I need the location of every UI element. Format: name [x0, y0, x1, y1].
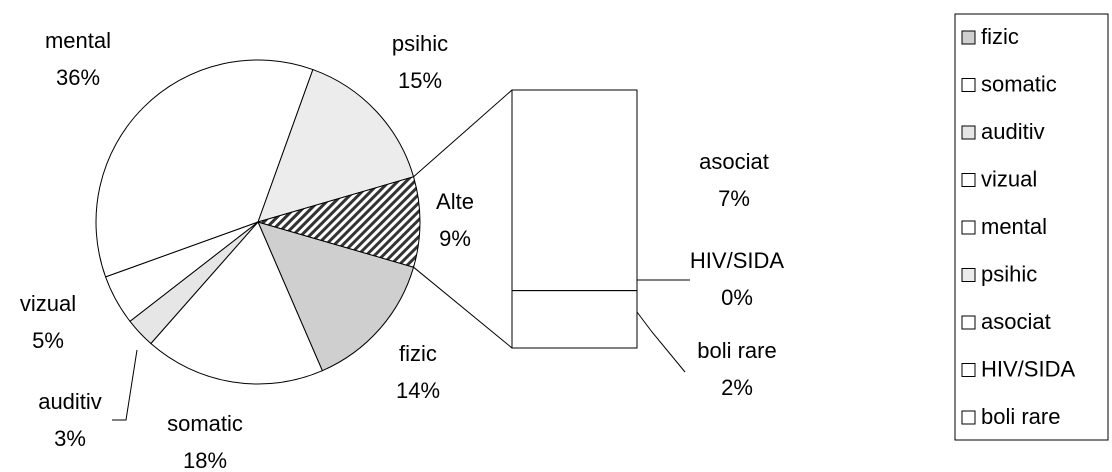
data-label-name: fizic	[399, 341, 437, 366]
data-label: 14%	[396, 378, 440, 403]
data-label: 3%	[54, 426, 86, 451]
pie-slice	[257, 221, 415, 372]
data-label-name: vizual	[20, 291, 76, 316]
data-label-name: HIV/SIDA	[690, 248, 784, 273]
legend-label: HIV/SIDA	[981, 356, 1075, 381]
data-label-name: auditiv	[38, 389, 102, 414]
other-slice	[256, 176, 421, 268]
legend-label: mental	[981, 214, 1047, 239]
legend-swatch	[961, 78, 976, 92]
legend-swatch	[961, 220, 976, 235]
data-label: 36%	[56, 65, 100, 90]
data-label: 7%	[718, 186, 750, 211]
data-label: 18%	[183, 448, 227, 472]
legend-swatch	[961, 363, 976, 377]
data-label: 0%	[721, 285, 753, 310]
legend-label: fizic	[981, 24, 1019, 49]
data-label-name: psihic	[392, 31, 448, 56]
pie-slice	[257, 68, 415, 223]
data-label-name: boli rare	[697, 338, 776, 363]
connector	[413, 89, 513, 178]
data-label: 9%	[439, 226, 471, 251]
legend-label: somatic	[981, 71, 1057, 96]
legend-swatch	[961, 30, 976, 45]
legend-swatch	[961, 315, 976, 330]
data-label: 2%	[721, 375, 753, 400]
legend: fizic somatic auditiv vizual mental psihic aso…	[961, 24, 1075, 429]
legend-swatch	[961, 125, 976, 140]
legend-swatch	[961, 410, 976, 425]
data-label-name: asociat	[699, 149, 769, 174]
data-label-name: Alte	[436, 189, 474, 214]
pie-slice	[95, 59, 314, 278]
legend-swatch	[961, 268, 976, 282]
pie-slice	[150, 221, 323, 385]
bar-segment	[511, 290, 638, 349]
legend-label: vizual	[981, 166, 1037, 191]
data-label: 5%	[32, 328, 64, 353]
data-label-name: mental	[45, 28, 111, 53]
legend-label: psihic	[981, 261, 1037, 286]
bar-segment	[511, 89, 638, 292]
legend-label: asociat	[981, 309, 1051, 334]
data-label: 15%	[398, 68, 442, 93]
connector	[413, 266, 513, 349]
data-label-name: somatic	[167, 411, 243, 436]
legend-label: boli rare	[981, 404, 1060, 429]
legend-box	[954, 13, 1109, 441]
legend-label: auditiv	[981, 119, 1045, 144]
legend-swatch	[961, 173, 976, 187]
